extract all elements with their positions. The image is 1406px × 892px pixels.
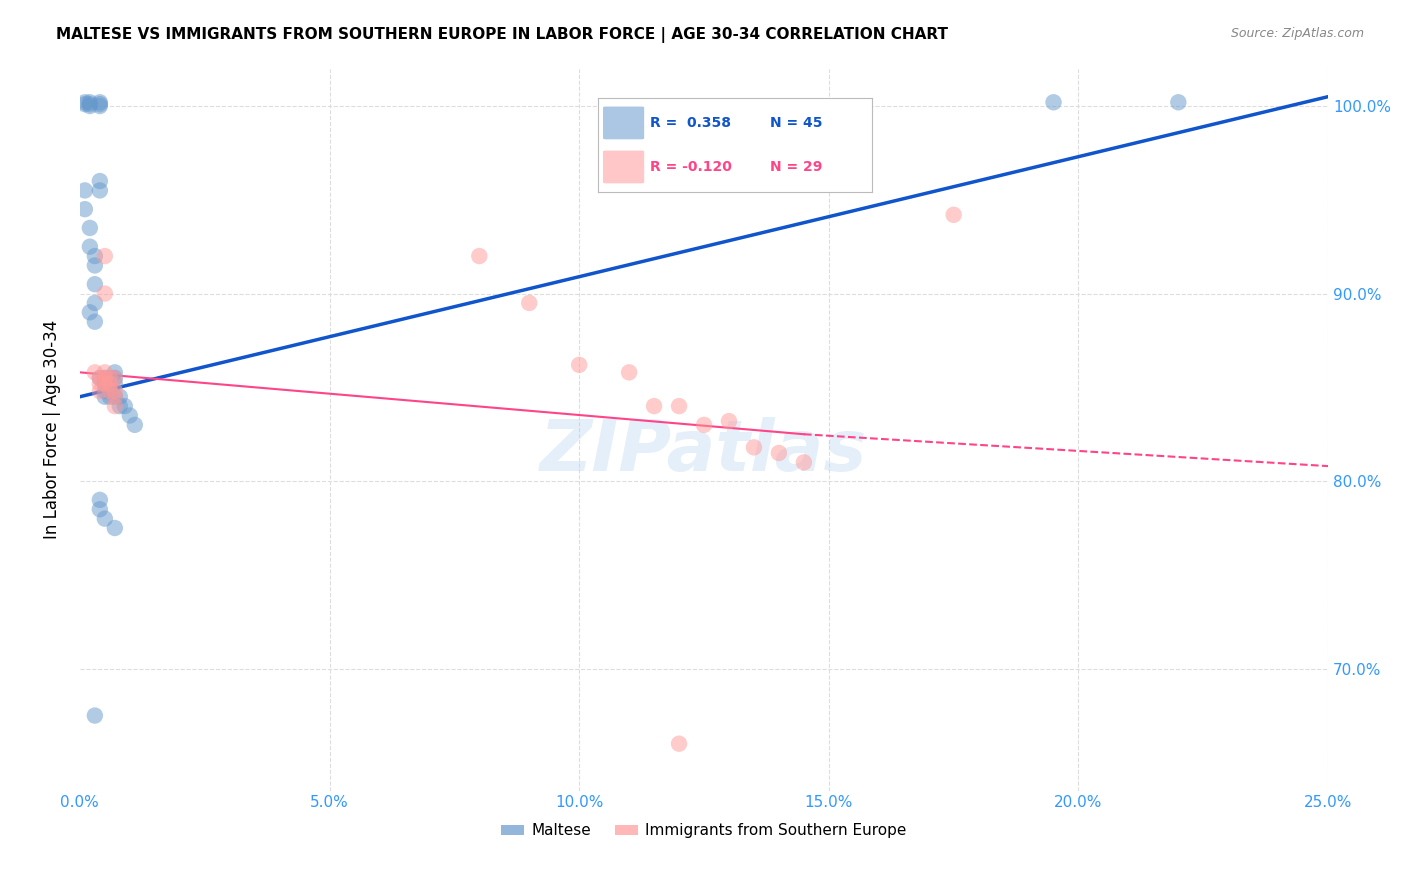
- Point: [73, 183, 96, 197]
- Point: [89, 502, 111, 516]
- Point: [104, 521, 127, 535]
- Point: [83, 315, 105, 329]
- Point: [89, 95, 111, 110]
- Text: MALTESE VS IMMIGRANTS FROM SOUTHERN EUROPE IN LABOR FORCE | AGE 30-34 CORRELATIO: MALTESE VS IMMIGRANTS FROM SOUTHERN EURO…: [56, 27, 948, 43]
- Point: [83, 365, 105, 379]
- Point: [94, 371, 117, 385]
- Point: [79, 305, 101, 319]
- Point: [118, 409, 141, 423]
- Point: [104, 390, 127, 404]
- FancyBboxPatch shape: [603, 106, 644, 139]
- Point: [73, 202, 96, 217]
- Point: [79, 240, 101, 254]
- Point: [517, 296, 540, 310]
- Point: [742, 441, 765, 455]
- Point: [73, 97, 96, 112]
- Point: [104, 384, 127, 398]
- Point: [89, 384, 111, 398]
- Point: [108, 390, 131, 404]
- Point: [793, 455, 815, 469]
- Point: [94, 376, 117, 391]
- Point: [94, 390, 117, 404]
- Point: [104, 365, 127, 379]
- Point: [94, 511, 117, 525]
- Point: [98, 371, 121, 385]
- Point: [83, 249, 105, 263]
- Point: [94, 365, 117, 379]
- Point: [89, 97, 111, 112]
- Text: N = 45: N = 45: [770, 116, 823, 130]
- Point: [94, 286, 117, 301]
- Point: [98, 380, 121, 394]
- Point: [1042, 95, 1064, 110]
- Point: [73, 95, 96, 110]
- Point: [104, 390, 127, 404]
- Text: ZIPatlas: ZIPatlas: [540, 417, 868, 486]
- Point: [693, 417, 716, 432]
- Point: [568, 358, 591, 372]
- Y-axis label: In Labor Force | Age 30-34: In Labor Force | Age 30-34: [44, 320, 60, 539]
- Point: [98, 371, 121, 385]
- Point: [79, 99, 101, 113]
- Point: [79, 221, 101, 235]
- Point: [83, 259, 105, 273]
- Point: [89, 371, 111, 385]
- Point: [83, 277, 105, 292]
- Point: [668, 399, 690, 413]
- FancyBboxPatch shape: [603, 151, 644, 184]
- Point: [98, 384, 121, 398]
- Point: [617, 365, 640, 379]
- Point: [717, 414, 740, 428]
- Legend: Maltese, Immigrants from Southern Europe: Maltese, Immigrants from Southern Europe: [495, 817, 912, 845]
- Point: [104, 376, 127, 391]
- Point: [89, 99, 111, 113]
- Text: Source: ZipAtlas.com: Source: ZipAtlas.com: [1230, 27, 1364, 40]
- Text: N = 29: N = 29: [770, 160, 823, 174]
- Point: [668, 737, 690, 751]
- Point: [94, 249, 117, 263]
- Point: [89, 183, 111, 197]
- Point: [643, 399, 665, 413]
- Point: [104, 371, 127, 385]
- Point: [94, 371, 117, 385]
- Point: [79, 95, 101, 110]
- Point: [98, 376, 121, 391]
- Point: [94, 384, 117, 398]
- Point: [83, 296, 105, 310]
- Point: [108, 399, 131, 413]
- Point: [89, 174, 111, 188]
- Text: R = -0.120: R = -0.120: [650, 160, 731, 174]
- Point: [79, 97, 101, 112]
- Point: [768, 446, 790, 460]
- Point: [89, 371, 111, 385]
- Point: [468, 249, 491, 263]
- Point: [83, 708, 105, 723]
- Point: [124, 417, 146, 432]
- Text: R =  0.358: R = 0.358: [650, 116, 731, 130]
- Point: [114, 399, 136, 413]
- Point: [94, 376, 117, 391]
- Point: [98, 390, 121, 404]
- Point: [104, 399, 127, 413]
- Point: [89, 492, 111, 507]
- Point: [89, 376, 111, 391]
- Point: [942, 208, 965, 222]
- Point: [104, 371, 127, 385]
- Point: [98, 384, 121, 398]
- Point: [1167, 95, 1189, 110]
